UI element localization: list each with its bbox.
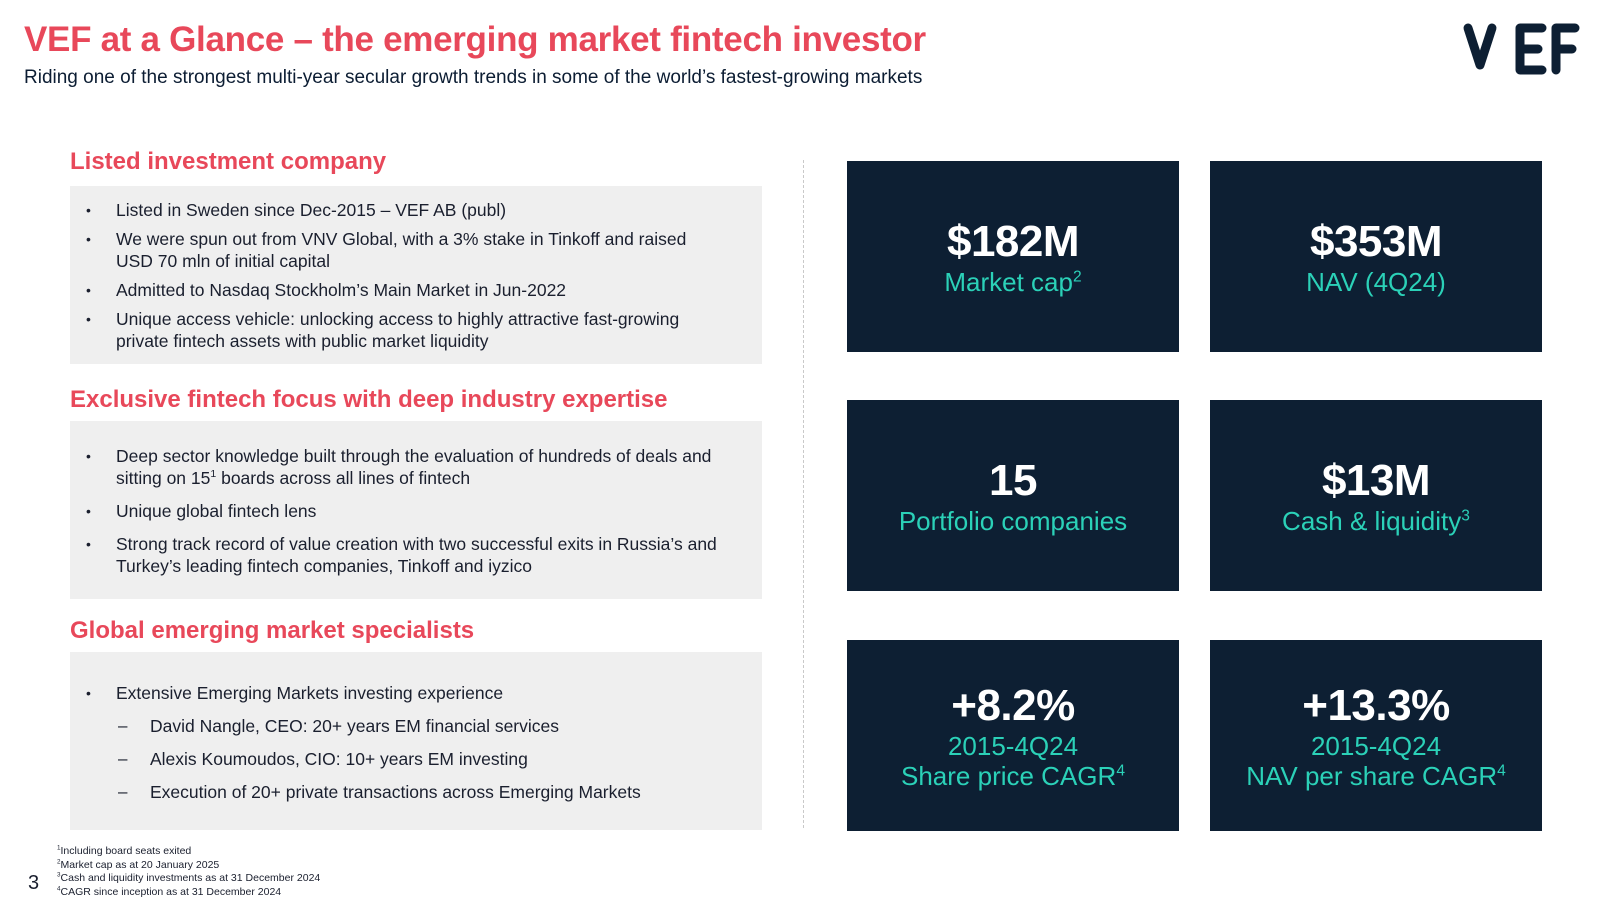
vertical-divider: [803, 160, 804, 828]
kpi-label: NAV per share CAGR4: [1246, 760, 1506, 791]
kpi-value: 15: [989, 455, 1037, 505]
page-number: 3: [28, 872, 40, 894]
kpi-value: +8.2%: [951, 680, 1075, 730]
page-subtitle: Riding one of the strongest multi-year s…: [24, 67, 923, 88]
kpi-value: $182M: [946, 216, 1080, 266]
panel-listed: • Listed in Sweden since Dec-2015 – VEF A…: [70, 186, 762, 364]
list-item: • Unique global fintech lens: [70, 500, 726, 522]
kpi-tile-market-cap: $182M Market cap2: [847, 161, 1179, 352]
kpi-value: $353M: [1309, 216, 1443, 266]
bullet-text: Execution of 20+ private transactions ac…: [150, 782, 641, 802]
section-title-em-specialists: Global emerging market specialists: [70, 617, 475, 644]
bullet-text: boards across all lines of fintech: [216, 468, 471, 488]
bullet-text: Unique global fintech lens: [116, 501, 317, 521]
footnote-ref: 4: [1497, 761, 1506, 779]
bullet-text: We were spun out from VNV Global, with a…: [116, 229, 687, 271]
footnote-ref: 3: [1461, 506, 1470, 524]
dash-marker: –: [118, 716, 128, 735]
panel-fintech-focus: • Deep sector knowledge built through the…: [70, 421, 762, 599]
list-item: • Extensive Emerging Markets investing ex…: [70, 682, 726, 704]
bullet-marker: •: [86, 448, 91, 464]
footnote: 1Including board seats exited: [57, 844, 192, 857]
vef-logo: [1463, 23, 1580, 75]
list-item: • Deep sector knowledge built through the…: [70, 445, 726, 489]
bullet-marker: •: [86, 503, 91, 519]
list-item: – Alexis Koumoudos, CIO: 10+ years EM inv…: [70, 748, 760, 770]
bullet-text: Deep sector knowledge built through the …: [116, 446, 712, 488]
bullet-text: Listed in Sweden since Dec-2015 – VEF AB…: [116, 200, 507, 220]
section-title-listed: Listed investment company: [70, 148, 387, 175]
panel-em-specialists: • Extensive Emerging Markets investing ex…: [70, 652, 762, 830]
kpi-value: $13M: [1321, 455, 1431, 505]
section-title-fintech-focus: Exclusive fintech focus with deep indust…: [70, 386, 668, 413]
list-item: • Admitted to Nasdaq Stockholm’s Main Mar…: [70, 279, 726, 301]
list-item: • We were spun out from VNV Global, with …: [70, 228, 726, 272]
footnote-ref: 4: [1116, 761, 1125, 779]
page-title: VEF at a Glance – the emerging market fi…: [24, 20, 926, 59]
bullet-text: Extensive Emerging Markets investing exp…: [116, 683, 504, 703]
kpi-period: 2015-4Q24: [1310, 730, 1442, 761]
footnote: 2Market cap as at 20 January 2025: [57, 858, 220, 871]
kpi-label: NAV (4Q24): [1306, 266, 1446, 297]
footnotes: 1Including board seats exited 2Market ca…: [57, 845, 320, 899]
footnote-ref: 1: [210, 468, 217, 481]
bullet-text: Unique access vehicle: unlocking access …: [116, 309, 680, 351]
kpi-tile-portfolio: 15 Portfolio companies: [847, 400, 1179, 591]
list-item: • Listed in Sweden since Dec-2015 – VEF A…: [70, 199, 726, 221]
kpi-label: Share price CAGR4: [901, 760, 1125, 791]
kpi-label: Market cap2: [944, 266, 1082, 297]
kpi-tile-nav-per-share-cagr: +13.3% 2015-4Q24 NAV per share CAGR4: [1210, 640, 1542, 831]
footnote: 4CAGR since inception as at 31 December …: [57, 885, 282, 898]
list-item: • Unique access vehicle: unlocking access…: [70, 308, 726, 352]
kpi-tile-cash: $13M Cash & liquidity3: [1210, 400, 1542, 591]
bullet-marker: •: [86, 536, 91, 552]
bullet-text: Alexis Koumoudos, CIO: 10+ years EM inve…: [150, 749, 528, 769]
bullet-marker: •: [86, 202, 91, 218]
dash-marker: –: [118, 782, 128, 801]
bullet-marker: •: [86, 282, 91, 298]
kpi-period: 2015-4Q24: [947, 730, 1079, 761]
bullet-marker: •: [86, 311, 91, 327]
kpi-label: Cash & liquidity3: [1282, 505, 1470, 536]
bullet-marker: •: [86, 685, 91, 701]
bullet-text: Admitted to Nasdaq Stockholm’s Main Mark…: [116, 280, 567, 300]
kpi-tile-share-price-cagr: +8.2% 2015-4Q24 Share price CAGR4: [847, 640, 1179, 831]
bullet-text: Strong track record of value creation wi…: [116, 534, 717, 576]
bullet-marker: •: [86, 231, 91, 247]
kpi-label: Portfolio companies: [898, 505, 1128, 536]
kpi-tile-nav: $353M NAV (4Q24): [1210, 161, 1542, 352]
list-item: – Execution of 20+ private transactions a…: [70, 781, 760, 803]
list-item: – David Nangle, CEO: 20+ years EM financi…: [70, 715, 760, 737]
footnote-ref: 2: [1072, 267, 1082, 285]
kpi-value: +13.3%: [1302, 680, 1450, 730]
bullet-text: David Nangle, CEO: 20+ years EM financia…: [150, 716, 559, 736]
footnote: 3Cash and liquidity investments as at 31…: [57, 871, 321, 884]
list-item: • Strong track record of value creation w…: [70, 533, 726, 577]
dash-marker: –: [118, 749, 128, 768]
